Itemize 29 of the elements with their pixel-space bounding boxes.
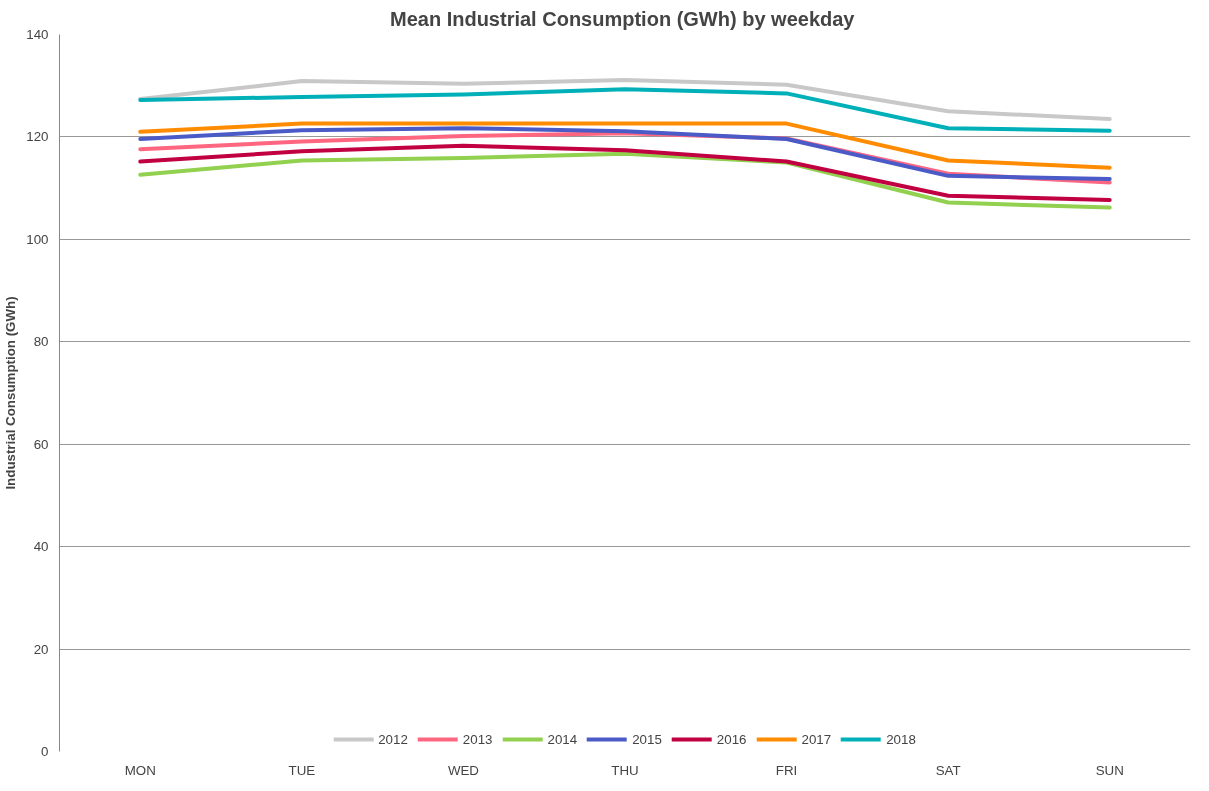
line-series	[138, 78, 1112, 121]
chart-title: Mean Industrial Consumption (GWh) by weekday	[389, 7, 856, 30]
legend-label: 2018	[886, 731, 916, 747]
legend-label: 2012	[378, 731, 408, 747]
line-series	[138, 151, 1112, 210]
y-tick-label: 100	[26, 231, 49, 247]
legend-label: 2015	[632, 731, 662, 747]
x-tick-label: TUE	[288, 762, 316, 778]
line-series	[138, 121, 1112, 170]
x-tick-label: FRI	[775, 762, 798, 778]
x-tick-label: SAT	[935, 762, 961, 778]
legend-label: 2017	[801, 731, 832, 747]
legend-label: 2016	[716, 731, 747, 747]
y-tick-label: 40	[33, 539, 49, 555]
line-series	[138, 87, 1112, 133]
y-tick-label: 120	[26, 129, 49, 145]
y-tick-label: 0	[41, 744, 49, 759]
y-tick-label: 80	[33, 334, 49, 350]
x-tick-label: SUN	[1095, 762, 1124, 778]
x-tick-label: MON	[124, 762, 156, 778]
line-series	[138, 143, 1112, 202]
y-tick-label: 60	[33, 436, 49, 452]
y-tick-label: 140	[26, 27, 49, 42]
legend-label: 2013	[462, 731, 493, 747]
x-tick-label: THU	[611, 762, 639, 778]
y-axis-title: Industrial Consumption (GWh)	[3, 296, 19, 490]
legend-label: 2014	[547, 731, 578, 747]
x-tick-label: WED	[447, 762, 479, 778]
y-tick-label: 20	[33, 641, 49, 657]
